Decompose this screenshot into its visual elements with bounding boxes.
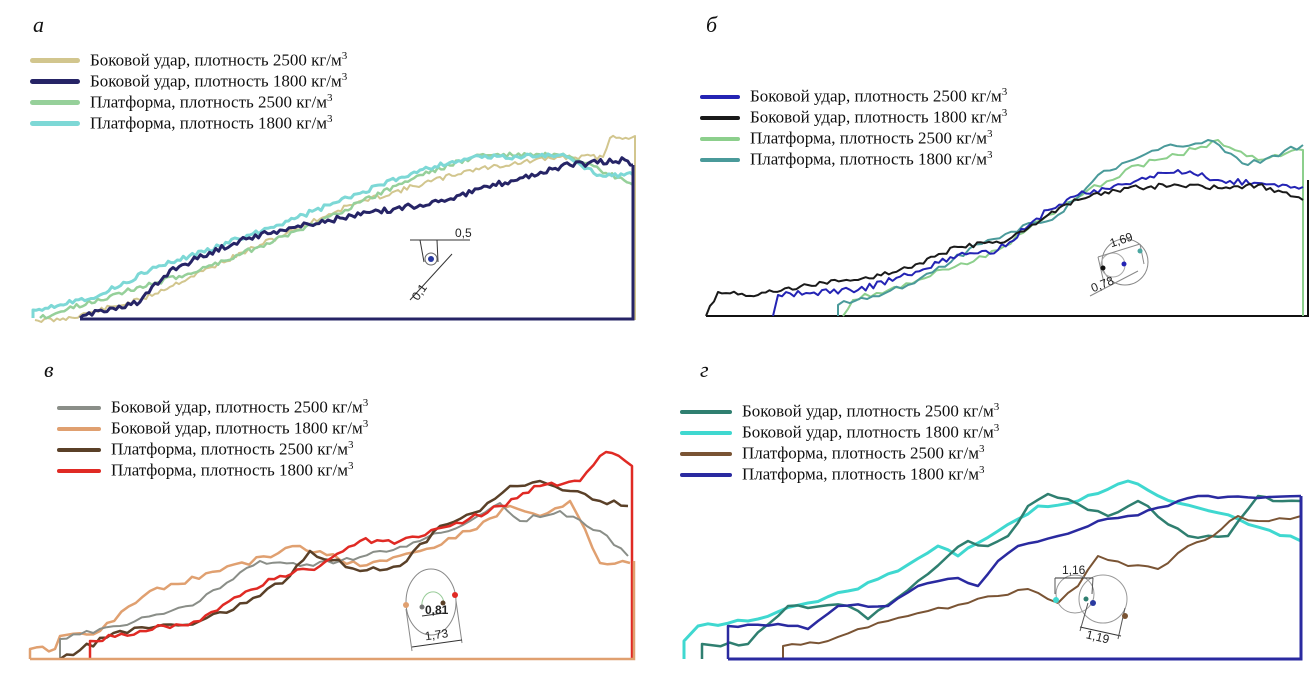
legend-label: Платформа, плотность 2500 кг/м: [90, 92, 327, 112]
legend-label: Боковой удар, плотность 2500 кг/м: [111, 397, 363, 417]
dimension-label: 1,16: [1062, 563, 1086, 577]
legend-label: Платформа, плотность 1800 кг/м: [111, 460, 348, 480]
legend: Боковой удар, плотность 2500 кг/м3 Боков…: [700, 86, 1007, 170]
legend-label: Боковой удар, плотность 1800 кг/м: [111, 418, 363, 438]
panel-a: а Боковой удар, плотность 2500 кг/м3 Бок…: [0, 0, 658, 341]
legend-swatch: [57, 447, 101, 452]
legend-item: Платформа, плотность 1800 кг/м3: [680, 464, 999, 485]
container-outline: [728, 496, 1303, 661]
profile-line: [88, 450, 634, 659]
legend-swatch: [57, 405, 101, 410]
profile-line: [726, 494, 1302, 659]
legend-label: Платформа, плотность 1800 кг/м: [750, 149, 987, 169]
profile-line: [79, 156, 634, 320]
legend-label: Боковой удар, плотность 2500 кг/м: [742, 401, 994, 421]
legend-label: Боковой удар, плотность 1800 кг/м: [750, 107, 1002, 127]
dimension-annotation: 0,5 0,1: [409, 226, 472, 303]
dimension-label: 1,19: [1085, 627, 1111, 646]
legend-label: Платформа, плотность 1800 кг/м: [742, 464, 979, 484]
panel-g: г Боковой удар, плотность 2500 кг/м3 Бок…: [658, 341, 1316, 682]
legend-swatch: [680, 472, 732, 477]
profile-line: [682, 479, 1302, 659]
dimension-annotation: 1,16 1,19: [1053, 563, 1128, 647]
container-outline: [80, 165, 635, 321]
panel-letter: б: [706, 12, 718, 37]
profile-line: [31, 152, 634, 318]
legend-label: Боковой удар, плотность 1800 кг/м: [742, 422, 994, 442]
legend-swatch: [700, 94, 740, 99]
profile-line: [837, 139, 1304, 316]
legend-swatch: [700, 115, 740, 120]
legend: Боковой удар, плотность 2500 кг/м3 Боков…: [680, 401, 999, 485]
legend-item: Платформа, плотность 1800 кг/м3: [57, 460, 368, 481]
profile-line: [39, 151, 634, 320]
profile-line: [772, 169, 1304, 317]
legend-item: Боковой удар, плотность 1800 кг/м3: [30, 71, 347, 92]
panel-letter: а: [33, 12, 44, 37]
legend-item: Боковой удар, плотность 2500 кг/м3: [57, 397, 368, 418]
legend-item: Платформа, плотность 1800 кг/м3: [700, 149, 1007, 170]
legend-item: Платформа, плотность 2500 кг/м3: [57, 439, 368, 460]
dimension-annotation: 0,81 1,73: [403, 568, 463, 652]
profile-line: [842, 139, 1304, 317]
profile-line: [782, 515, 1302, 659]
legend: Боковой удар, плотность 2500 кг/м3 Боков…: [30, 50, 347, 134]
legend-swatch: [30, 100, 80, 105]
legend-label: Боковой удар, плотность 2500 кг/м: [90, 50, 342, 70]
dimension-label: 0,81: [425, 603, 449, 617]
legend-label: Платформа, плотность 1800 кг/м: [90, 113, 327, 133]
legend-item: Платформа, плотность 1800 кг/м3: [30, 113, 347, 134]
legend-label: Платформа, плотность 2500 кг/м: [742, 443, 979, 463]
legend-label: Платформа, плотность 2500 кг/м: [750, 128, 987, 148]
legend-item: Боковой удар, плотность 2500 кг/м3: [680, 401, 999, 422]
container-outline: [30, 561, 636, 661]
legend-item: Боковой удар, плотность 2500 кг/м3: [30, 50, 347, 71]
profile-line: [59, 479, 629, 661]
legend: Боковой удар, плотность 2500 кг/м3 Боков…: [57, 397, 368, 481]
profile-line: [34, 134, 636, 323]
legend-swatch: [30, 79, 80, 84]
legend-swatch: [680, 451, 732, 456]
legend-item: Боковой удар, плотность 1800 кг/м3: [57, 418, 368, 439]
legend-item: Платформа, плотность 2500 кг/м3: [680, 443, 999, 464]
dimension-label: 1,69: [1108, 230, 1135, 251]
legend-item: Боковой удар, плотность 1800 кг/м3: [700, 107, 1007, 128]
legend-swatch: [680, 409, 732, 414]
legend-swatch: [57, 426, 101, 431]
plot-b: 1,69 0,78: [705, 139, 1309, 317]
container-outline: [706, 180, 1309, 317]
panel-letter: г: [700, 357, 709, 382]
dimension-annotation: 1,69 0,78: [1089, 230, 1149, 297]
legend-item: Платформа, плотность 2500 кг/м3: [30, 92, 347, 113]
profile-line: [705, 182, 1304, 317]
panel-letter: в: [44, 357, 54, 382]
legend-swatch: [30, 121, 80, 126]
legend-item: Боковой удар, плотность 2500 кг/м3: [700, 86, 1007, 107]
plot-g: 1,16 1,19: [682, 479, 1303, 661]
legend-item: Боковой удар, плотность 1800 кг/м3: [680, 422, 999, 443]
legend-swatch: [57, 468, 101, 473]
legend-label: Боковой удар, плотность 2500 кг/м: [750, 86, 1002, 106]
legend-label: Боковой удар, плотность 1800 кг/м: [90, 71, 342, 91]
dimension-label: 0,5: [455, 226, 472, 240]
dimension-label: 1,73: [424, 626, 449, 643]
legend-item: Платформа, плотность 2500 кг/м3: [700, 128, 1007, 149]
profile-line: [28, 499, 631, 659]
legend-swatch: [700, 157, 740, 162]
legend-swatch: [30, 58, 80, 63]
plot-a: 0,5 0,1: [31, 134, 636, 323]
panel-v: в Боковой удар, плотность 2500 кг/м3 Бок…: [0, 341, 658, 682]
panel-b: б Боковой удар, плотность 2500 кг/м3 Бок…: [658, 0, 1316, 341]
plot-v: 0,81 1,73: [28, 450, 636, 661]
legend-label: Платформа, плотность 2500 кг/м: [111, 439, 348, 459]
dimension-label: 0,1: [409, 281, 430, 303]
legend-swatch: [700, 136, 740, 141]
legend-swatch: [680, 430, 732, 435]
profile-line: [700, 492, 1302, 659]
profile-line: [59, 502, 629, 659]
